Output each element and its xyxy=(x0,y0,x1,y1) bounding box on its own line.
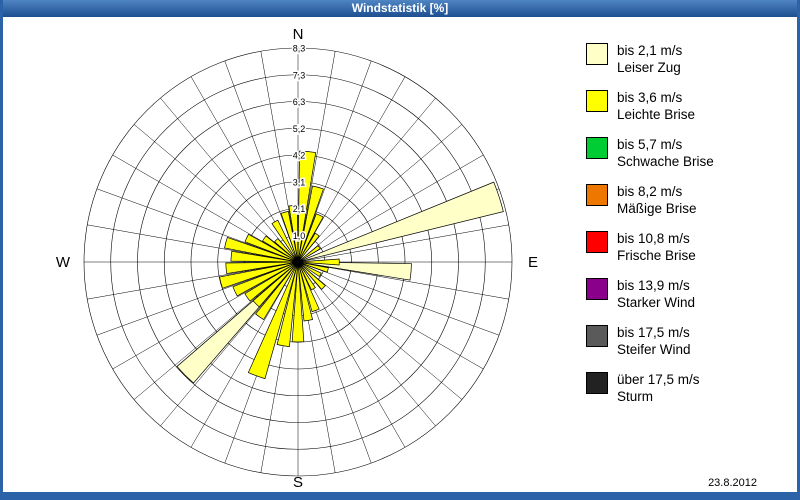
legend-swatch-0 xyxy=(586,43,608,65)
wind-petal xyxy=(244,261,299,302)
legend-speed-label: über 17,5 m/s xyxy=(617,372,700,387)
legend-class-name: Steifer Wind xyxy=(617,342,691,357)
legend-swatch-1 xyxy=(586,90,608,112)
legend-class-name: Mäßige Brise xyxy=(617,201,697,216)
wind-petal xyxy=(252,261,299,308)
grid-ring xyxy=(163,127,433,397)
wind-petal xyxy=(255,261,299,321)
wind-petal xyxy=(297,261,322,277)
legend-speed-label: bis 17,5 m/s xyxy=(617,325,690,340)
wind-petal xyxy=(288,204,299,263)
legend-speed-label: bis 13,9 m/s xyxy=(617,278,690,293)
ring-label: 1,0 xyxy=(293,231,306,241)
legend-speed-label: bis 8,2 m/s xyxy=(617,184,683,199)
legend-speed-label: bis 10,8 m/s xyxy=(617,231,690,246)
grid-ring xyxy=(137,101,459,423)
wind-petal xyxy=(297,232,320,263)
title-bar: Windstatistik [%] xyxy=(3,0,797,17)
legend-class-name: Frische Brise xyxy=(617,248,696,263)
wind-petal xyxy=(274,238,299,263)
grid-ring xyxy=(83,47,513,477)
ring-label: 4,2 xyxy=(293,151,306,161)
ring-label: 3,1 xyxy=(293,177,306,187)
wind-petal xyxy=(297,261,316,291)
grid-ring xyxy=(190,154,406,370)
legend-swatch-2 xyxy=(586,137,608,159)
grid-ring xyxy=(110,74,486,450)
ring-label: 2,1 xyxy=(293,204,306,214)
legend-item-frische-brise: bis 10,8 m/s Frische Brise xyxy=(586,230,771,264)
legend-item-leiser-zug: bis 2,1 m/s Leiser Zug xyxy=(586,42,771,76)
legend-speed-label: bis 5,7 m/s xyxy=(617,137,683,152)
legend-item-leichte-brise: bis 3,6 m/s Leichte Brise xyxy=(586,89,771,123)
legend-class-name: Starker Wind xyxy=(617,295,696,310)
ring-label: 8,3 xyxy=(293,44,306,54)
legend-item-maessige-brise: bis 8,2 m/s Mäßige Brise xyxy=(586,183,771,217)
legend-class-name: Schwache Brise xyxy=(617,154,714,169)
wind-petal xyxy=(297,213,324,263)
wind-petal xyxy=(225,261,299,274)
wind-petal xyxy=(297,181,504,263)
wind-petal xyxy=(262,235,299,263)
legend-class-name: Sturm xyxy=(617,389,654,404)
legend-item-sturm: über 17,5 m/s Sturm xyxy=(586,371,771,405)
legend-item-starker-wind: bis 13,9 m/s Starker Wind xyxy=(586,277,771,311)
date-label: 23.8.2012 xyxy=(708,477,757,489)
legend-speed-label: bis 2,1 m/s xyxy=(617,43,683,58)
wind-petal xyxy=(232,261,299,297)
compass-south: S xyxy=(293,474,303,491)
legend-swatch-7 xyxy=(586,372,608,394)
window-title: Windstatistik [%] xyxy=(351,1,449,15)
legend-item-steifer-wind: bis 17,5 m/s Steifer Wind xyxy=(586,324,771,358)
legend-item-schwache-brise: bis 5,7 m/s Schwache Brise xyxy=(586,136,771,170)
bottom-bar xyxy=(3,492,797,500)
legend: bis 2,1 m/s Leiser Zug bis 3,6 m/s Leich… xyxy=(586,42,771,418)
legend-swatch-4 xyxy=(586,231,608,253)
wind-petal xyxy=(244,233,299,263)
wind-petal xyxy=(297,261,326,290)
wind-petal xyxy=(297,261,412,281)
compass-east: E xyxy=(528,254,538,271)
wind-petal xyxy=(219,261,299,289)
wind-petal xyxy=(297,261,329,273)
wind-petal xyxy=(297,185,324,263)
wind-petal xyxy=(297,150,317,263)
wind-petal xyxy=(297,261,320,313)
wind-petal xyxy=(247,261,299,380)
wind-petal xyxy=(297,245,321,263)
wind-petal xyxy=(224,236,299,263)
ring-label: 5,2 xyxy=(293,124,306,134)
wind-petal xyxy=(276,261,299,348)
ring-label: 6,3 xyxy=(293,97,306,107)
legend-speed-label: bis 3,6 m/s xyxy=(617,90,683,105)
wind-petal xyxy=(291,261,305,343)
legend-swatch-3 xyxy=(586,184,608,206)
compass-north: N xyxy=(293,26,304,43)
wind-petal xyxy=(280,210,299,263)
legend-class-name: Leichte Brise xyxy=(617,107,696,122)
wind-petal xyxy=(271,219,299,263)
wind-rose-svg: 1,0 2,1 3,1 4,2 5,2 6,3 7,3 8,3N W E S xyxy=(56,26,538,491)
wind-petal xyxy=(297,258,340,266)
legend-swatch-5 xyxy=(586,278,608,300)
wind-petal xyxy=(230,250,299,263)
legend-class-name: Leiser Zug xyxy=(617,60,681,75)
ring-label: 7,3 xyxy=(293,70,306,80)
wind-petal xyxy=(297,261,313,322)
legend-swatch-6 xyxy=(586,325,608,347)
compass-west: W xyxy=(56,254,71,271)
